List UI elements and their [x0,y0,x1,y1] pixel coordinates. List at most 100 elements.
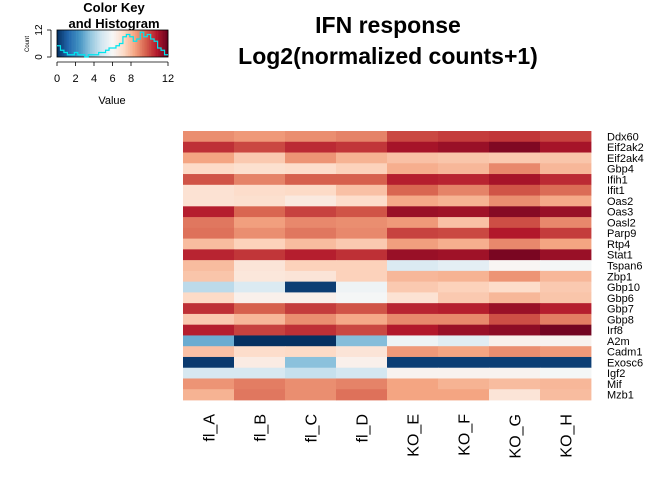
heatmap-cell-mzb1-ko_h [540,389,592,401]
heatmap-cell-mif-ko_h [540,378,592,390]
heatmap-cell-rtp4-fl_b [234,238,286,250]
heatmap-cell-gbp6-fl_c [285,292,337,304]
color-key-swatch [117,30,120,57]
color-key-swatch [83,30,86,57]
heatmap-cell-oasl2-ko_e [387,217,439,229]
color-key-swatch [109,30,112,57]
heatmap-cell-irf8-ko_h [540,324,592,336]
heatmap-cell-gbp8-ko_g [489,313,541,326]
heatmap-cell-eif2ak4-ko_f [438,152,490,164]
color-key-swatch [100,30,103,57]
heatmap-cell-mif-fl_d [336,378,388,390]
heatmap-cell-gbp10-fl_d [336,281,388,293]
heatmap-cell-ifih1-fl_c [285,174,337,186]
heatmap-cell-stat1-fl_a [183,249,235,261]
color-key-x-tick-label: 4 [91,73,97,85]
color-key-swatch [140,30,143,57]
heatmap-cell-igf2-fl_b [234,367,286,379]
heatmap-cell-ifit1-ko_h [540,184,592,196]
heatmap-cell-gbp8-fl_c [285,313,337,326]
heatmap-cell-parp9-ko_h [540,227,592,239]
heatmap-cell-exosc6-fl_d [336,356,388,369]
heatmap-cell-rtp4-ko_f [438,238,490,250]
color-key-swatch [105,30,108,57]
heatmap-cell-ddx60-fl_d [336,131,388,143]
heatmap-cell-gbp10-ko_h [540,281,592,293]
heatmap-cell-a2m-fl_a [183,335,235,347]
color-key-frame [56,29,169,58]
color-key-swatch [79,30,82,57]
heatmap-cell-eif2ak4-fl_d [336,152,388,164]
heatmap-cell-mzb1-fl_a [183,389,235,401]
heatmap-cell-ifit1-fl_b [234,184,286,196]
heatmap-cell-stat1-ko_e [387,249,439,261]
row-label: Ddx60 [607,131,639,143]
heatmap-cell-exosc6-ko_h [540,356,592,369]
color-key-swatch [136,30,139,57]
heatmap-cell-oas3-ko_f [438,206,490,218]
heatmap-cell-irf8-ko_f [438,324,490,336]
heatmap-cell-ifih1-fl_d [336,174,388,186]
heatmap-cell-gbp6-ko_g [489,292,541,304]
heatmap-cell-gbp8-fl_d [336,313,388,326]
row-label: Eif2ak2 [607,142,644,154]
heatmap-cell-oas2-fl_a [183,195,235,207]
color-key-swatch [152,30,155,57]
heatmap-cell-mif-fl_c [285,378,337,390]
heatmap-cell-a2m-ko_e [387,335,439,347]
color-key-swatch [96,30,99,57]
heatmap-cell-tspan6-fl_a [183,260,235,272]
row-label: Ifih1 [607,174,628,186]
heatmap-cell-a2m-fl_c [285,335,337,347]
heatmap-cell-igf2-fl_d [336,367,388,379]
color-key-swatch [124,30,127,57]
heatmap-cell-gbp10-fl_a [183,281,235,293]
heatmap-cell-parp9-ko_f [438,227,490,239]
heatmap-cell-zbp1-ko_g [489,270,541,283]
color-key-swatch [110,30,113,57]
row-label: Gbp10 [607,282,640,294]
heatmap-cell-parp9-fl_d [336,227,388,239]
column-label: fl_A [202,414,219,442]
color-key-swatch [70,30,73,57]
heatmap-cell-oas2-fl_c [285,195,337,207]
heatmap-cell-igf2-ko_e [387,367,439,379]
row-label: Irf8 [607,325,623,337]
heatmap-cell-stat1-fl_d [336,249,388,261]
heatmap-cell-gbp10-fl_b [234,281,286,293]
heatmap-cell-oas2-fl_d [336,195,388,207]
heatmap-cell-mzb1-fl_d [336,389,388,401]
row-label: Rtp4 [607,239,630,251]
heatmap-cell-eif2ak2-fl_c [285,141,337,153]
heatmap-cell-eif2ak2-ko_h [540,141,592,153]
heatmap-cell-irf8-fl_b [234,324,286,336]
color-key-swatch [162,30,165,57]
heatmap-cell-oas3-ko_g [489,206,541,218]
heatmap-cell-oasl2-fl_c [285,217,337,229]
color-key-swatch [81,30,84,57]
heatmap-cell-exosc6-ko_e [387,356,439,369]
column-label: KO_E [406,414,423,457]
heatmap-cell-stat1-ko_h [540,249,592,261]
heatmap-cell-oas3-ko_e [387,206,439,218]
heatmap-cell-ddx60-ko_e [387,131,439,143]
color-key-swatch [157,30,160,57]
heatmap-cell-cadm1-fl_b [234,346,286,358]
row-label: Igf2 [607,368,625,380]
heatmap-cell-cadm1-ko_f [438,346,490,358]
heatmap-cell-gbp6-fl_a [183,292,235,304]
color-key-swatch [122,30,125,57]
heatmap-cell-irf8-ko_e [387,324,439,336]
row-label: Zbp1 [607,271,632,283]
heatmap-cell-eif2ak4-fl_c [285,152,337,164]
heatmap-cell-gbp8-fl_a [183,313,235,326]
heatmap-cell-ifit1-ko_e [387,184,439,196]
heatmap-cell-oasl2-ko_h [540,217,592,229]
color-key-swatch [155,30,158,57]
heatmap-cell-gbp4-fl_c [285,163,337,175]
column-label: fl_D [355,414,372,442]
heatmap-cell-tspan6-ko_g [489,260,541,272]
row-label: Gbp4 [607,164,634,176]
